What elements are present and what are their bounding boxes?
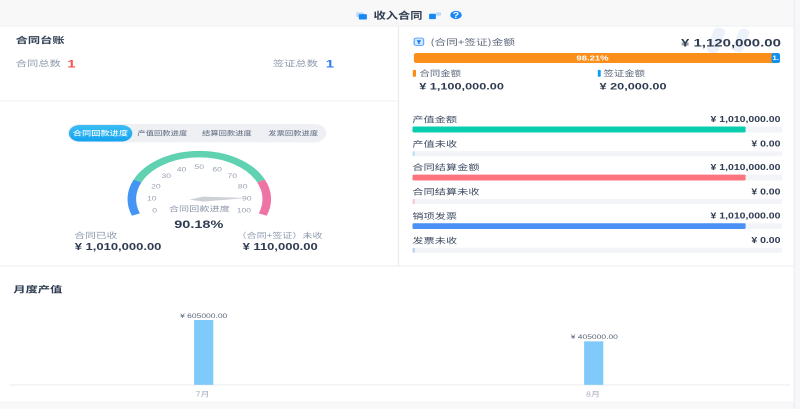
svg-text:¥ 405000.00: ¥ 405000.00 xyxy=(571,333,618,341)
svg-text:¥ 1,010,000.00: ¥ 1,010,000.00 xyxy=(711,212,781,220)
svg-text:¥ 1,010,000.00: ¥ 1,010,000.00 xyxy=(711,163,781,171)
svg-text:1.: 1. xyxy=(772,56,779,62)
svg-text:40: 40 xyxy=(177,166,187,174)
svg-text:100: 100 xyxy=(237,207,251,215)
svg-text:¥ 20,000.00: ¥ 20,000.00 xyxy=(599,82,666,92)
svg-text:¥ 110,000.00: ¥ 110,000.00 xyxy=(243,242,318,252)
svg-text:90: 90 xyxy=(242,194,252,202)
svg-text:¥ 0.00: ¥ 0.00 xyxy=(751,188,780,196)
svg-text:¥ 1,100,000.00: ¥ 1,100,000.00 xyxy=(419,82,504,92)
svg-text:1: 1 xyxy=(326,57,334,70)
svg-text:1: 1 xyxy=(67,57,75,70)
svg-text:¥ 1,010,000.00: ¥ 1,010,000.00 xyxy=(75,242,162,252)
svg-text:¥ 0.00: ¥ 0.00 xyxy=(751,140,780,148)
svg-text:60: 60 xyxy=(212,166,222,174)
svg-text:98.21%: 98.21% xyxy=(576,54,609,62)
svg-text:¥ 1,010,000.00: ¥ 1,010,000.00 xyxy=(711,115,781,123)
svg-text:10: 10 xyxy=(147,194,157,202)
svg-text:?: ? xyxy=(453,11,460,19)
svg-text:20: 20 xyxy=(151,182,161,190)
svg-text:70: 70 xyxy=(228,172,238,180)
svg-text:¥ 1,120,000.00: ¥ 1,120,000.00 xyxy=(681,36,781,49)
svg-text:30: 30 xyxy=(162,172,172,180)
svg-text:¥ 605000.00: ¥ 605000.00 xyxy=(180,312,227,320)
svg-text:¥ 0.00: ¥ 0.00 xyxy=(751,236,780,244)
svg-text:50: 50 xyxy=(195,163,205,171)
svg-text:90.18%: 90.18% xyxy=(174,218,224,231)
svg-text:0: 0 xyxy=(152,207,157,215)
svg-text:80: 80 xyxy=(238,182,248,190)
